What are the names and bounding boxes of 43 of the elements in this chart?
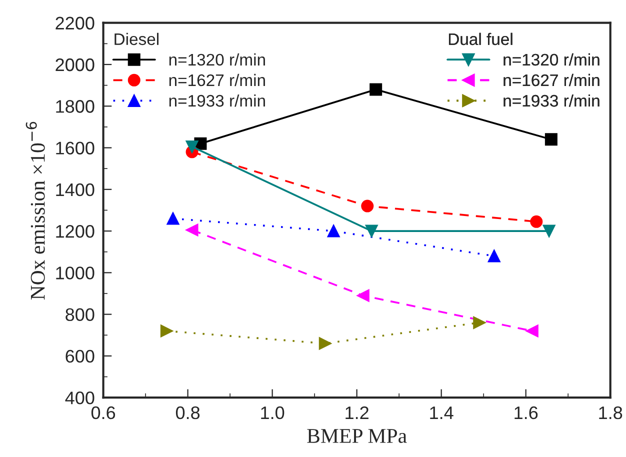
point (327, 224, 340, 238)
point (544, 133, 558, 146)
legend-label: n=1320 r/min (169, 53, 265, 66)
point (530, 215, 543, 228)
y-tick-label: 1400 (56, 183, 94, 196)
annotation: Dual fuel (448, 32, 512, 46)
point (542, 224, 556, 238)
point (488, 250, 500, 262)
x-tick-label: 0.8 (176, 406, 200, 420)
point (186, 224, 198, 236)
point (473, 316, 486, 329)
legend-label: n=1933 r/min (504, 94, 600, 107)
point (318, 337, 332, 350)
y-tick-label: 600 (66, 350, 94, 363)
point (365, 224, 378, 238)
y-tick-label: 2000 (56, 58, 94, 72)
point (361, 200, 374, 212)
x-tick-label: 1.2 (346, 406, 368, 420)
x-tick-label: 1.6 (514, 406, 538, 420)
x-tick-label: 0.6 (91, 406, 116, 420)
point (370, 83, 382, 96)
point (160, 324, 173, 338)
point (356, 289, 370, 302)
y-tick-label: 2200 (56, 16, 94, 30)
y-axis-title: NOx emission ×10$^{−6}$ (26, 122, 45, 300)
point (166, 212, 180, 225)
y-tick-label: 1600 (56, 142, 94, 154)
point (186, 140, 198, 153)
y-tick-label: 1800 (56, 100, 94, 113)
x-tick-label: 1.4 (430, 406, 454, 420)
y-tick-label: 800 (66, 308, 94, 322)
point (526, 324, 538, 338)
legend-label: n=1933 r/min (169, 94, 265, 107)
x-tick-label: 1.0 (261, 406, 284, 420)
y-tick-label: 1000 (56, 266, 94, 280)
annotation: Diesel (114, 32, 158, 46)
x-axis-title: BMEP MPa (307, 429, 407, 443)
y-tick-label: 400 (65, 392, 94, 404)
legend-label: n=1320 r/min (504, 53, 600, 66)
legend-label: n=1627 r/min (504, 74, 600, 86)
legend-label: n=1627 r/min (169, 74, 265, 86)
y-tick-label: 1200 (56, 224, 94, 238)
x-tick-label: 1.8 (599, 406, 622, 420)
